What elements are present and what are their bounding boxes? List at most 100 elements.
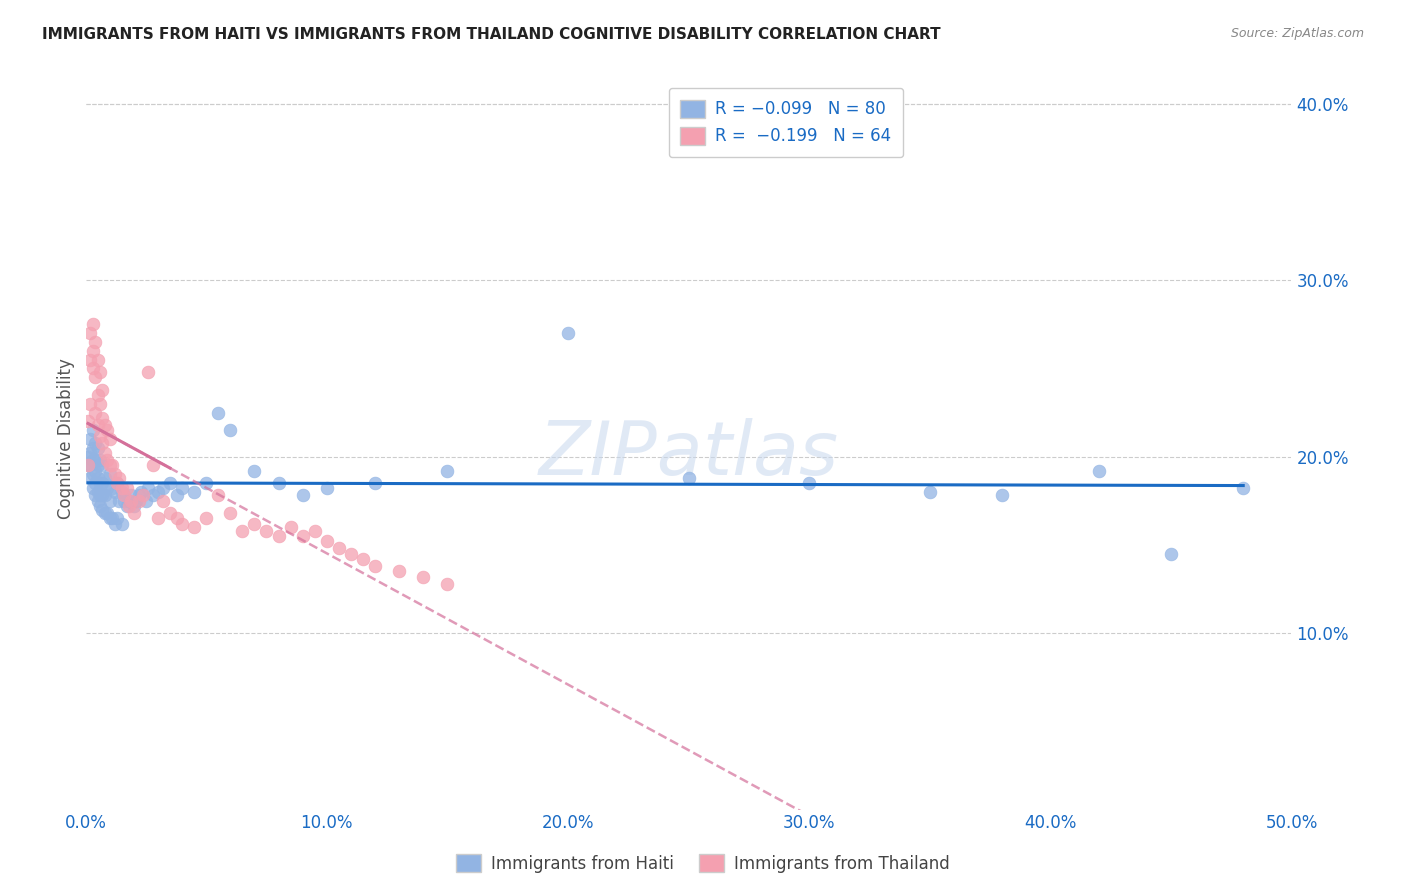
Point — [89, 397, 111, 411]
Point — [96, 482, 118, 496]
Point — [82, 482, 104, 496]
Point — [352, 552, 374, 566]
Point — [136, 365, 159, 379]
Point — [1232, 482, 1254, 496]
Point — [86, 441, 108, 455]
Point — [94, 488, 117, 502]
Point — [82, 441, 104, 455]
Point — [115, 499, 138, 513]
Point — [96, 506, 118, 520]
Point — [128, 493, 150, 508]
Point — [291, 529, 314, 543]
Legend: Immigrants from Haiti, Immigrants from Thailand: Immigrants from Haiti, Immigrants from T… — [450, 847, 956, 880]
Y-axis label: Cognitive Disability: Cognitive Disability — [58, 359, 75, 519]
Point — [1087, 464, 1109, 478]
Point — [89, 428, 111, 442]
Point — [91, 435, 114, 450]
Point — [315, 534, 337, 549]
Point — [412, 569, 434, 583]
Point — [142, 488, 165, 502]
Point — [183, 485, 205, 500]
Point — [557, 326, 579, 341]
Point — [86, 485, 108, 500]
Point — [103, 516, 125, 531]
Point — [86, 388, 108, 402]
Point — [219, 423, 242, 437]
Point — [91, 488, 114, 502]
Point — [436, 464, 458, 478]
Point — [82, 343, 104, 358]
Point — [96, 453, 118, 467]
Point — [315, 482, 337, 496]
Point — [152, 493, 174, 508]
Legend: R = −0.099   N = 80, R =  −0.199   N = 64: R = −0.099 N = 80, R = −0.199 N = 64 — [669, 88, 903, 157]
Point — [79, 326, 101, 341]
Point — [105, 476, 128, 491]
Point — [98, 432, 121, 446]
Point — [101, 482, 124, 496]
Point — [340, 547, 363, 561]
Point — [159, 506, 181, 520]
Point — [111, 485, 134, 500]
Point — [152, 482, 174, 496]
Point — [112, 488, 135, 502]
Point — [1160, 547, 1182, 561]
Point — [207, 406, 229, 420]
Point — [89, 476, 111, 491]
Point — [98, 493, 121, 508]
Point — [86, 352, 108, 367]
Point — [82, 423, 104, 437]
Point — [122, 499, 145, 513]
Point — [84, 334, 107, 349]
Point — [82, 361, 104, 376]
Text: ZIPatlas: ZIPatlas — [538, 417, 838, 490]
Point — [84, 370, 107, 384]
Point — [89, 365, 111, 379]
Point — [195, 476, 218, 491]
Point — [146, 511, 169, 525]
Point — [77, 458, 100, 473]
Point — [304, 524, 326, 538]
Point — [118, 493, 141, 508]
Point — [82, 467, 104, 482]
Point — [79, 352, 101, 367]
Point — [86, 471, 108, 485]
Point — [94, 446, 117, 460]
Point — [79, 471, 101, 485]
Point — [436, 576, 458, 591]
Point — [132, 488, 155, 502]
Point — [98, 511, 121, 525]
Point — [146, 485, 169, 500]
Point — [128, 488, 150, 502]
Point — [77, 450, 100, 464]
Point — [243, 516, 266, 531]
Point — [111, 516, 134, 531]
Point — [79, 446, 101, 460]
Point — [678, 471, 700, 485]
Point — [98, 467, 121, 482]
Point — [388, 565, 411, 579]
Point — [84, 488, 107, 502]
Point — [120, 488, 142, 502]
Point — [98, 458, 121, 473]
Point — [364, 476, 387, 491]
Point — [105, 511, 128, 525]
Point — [243, 464, 266, 478]
Point — [111, 482, 134, 496]
Point — [231, 524, 253, 538]
Point — [84, 464, 107, 478]
Point — [101, 511, 124, 525]
Point — [170, 482, 193, 496]
Point — [267, 529, 290, 543]
Point — [328, 541, 350, 556]
Point — [267, 476, 290, 491]
Point — [129, 485, 152, 500]
Point — [219, 506, 242, 520]
Point — [159, 476, 181, 491]
Point — [94, 471, 117, 485]
Point — [94, 506, 117, 520]
Point — [91, 383, 114, 397]
Point — [122, 506, 145, 520]
Point — [91, 458, 114, 473]
Point — [96, 423, 118, 437]
